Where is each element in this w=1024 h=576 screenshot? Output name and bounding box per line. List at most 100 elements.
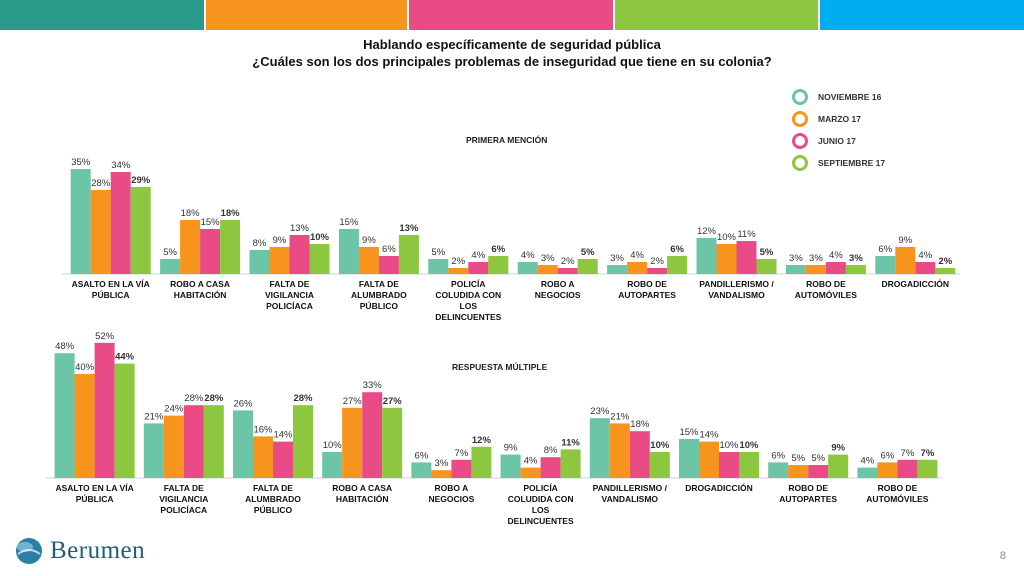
bar: [431, 470, 452, 478]
data-label: 13%: [399, 223, 419, 234]
data-label: 40%: [75, 362, 95, 373]
bar: [342, 407, 363, 478]
data-label: 2%: [451, 256, 465, 267]
category-label: ROBO A: [435, 483, 469, 493]
data-label: 10%: [717, 232, 737, 243]
berumen-logo: Berumen: [14, 536, 145, 566]
bar: [468, 262, 489, 274]
bar: [768, 462, 789, 478]
bar: [183, 405, 204, 478]
data-label: 7%: [921, 448, 935, 459]
bar: [203, 405, 224, 478]
bar: [378, 256, 399, 274]
bar: [488, 256, 509, 274]
data-label: 26%: [233, 398, 253, 409]
bar: [358, 247, 379, 274]
data-label: 5%: [431, 247, 445, 258]
data-label: 28%: [293, 393, 313, 404]
color-bar-segment: [614, 0, 819, 30]
legend-marker-icon: [792, 133, 808, 149]
bar: [309, 244, 330, 274]
bar: [785, 265, 806, 274]
bar: [517, 262, 538, 274]
bar: [382, 407, 403, 478]
data-label: 9%: [831, 443, 845, 454]
data-label: 3%: [435, 458, 449, 469]
data-label: 6%: [670, 244, 684, 255]
data-label: 4%: [829, 250, 843, 261]
data-label: 4%: [861, 456, 875, 467]
data-label: 4%: [521, 250, 535, 261]
data-label: 6%: [771, 450, 785, 461]
category-label: ROBO A: [541, 279, 575, 289]
data-label: 35%: [71, 157, 91, 168]
data-label: 10%: [719, 440, 739, 451]
bar: [629, 431, 650, 478]
bar: [143, 423, 164, 478]
category-label: VANDALISMO: [708, 290, 765, 300]
bar: [471, 446, 492, 478]
bar: [338, 229, 359, 274]
legend-marker-icon: [792, 89, 808, 105]
bar: [90, 190, 111, 274]
data-label: 6%: [415, 450, 429, 461]
legend-item: JUNIO 17: [792, 130, 885, 152]
data-label: 23%: [590, 406, 610, 417]
legend-label: NOVIEMBRE 16: [818, 92, 882, 102]
category-label: LOS: [532, 505, 550, 515]
data-label: 7%: [901, 448, 915, 459]
bar: [699, 441, 719, 478]
color-bar-segment: [0, 0, 204, 30]
data-label: 8%: [544, 445, 558, 456]
bar: [200, 229, 221, 274]
data-label: 28%: [204, 393, 224, 404]
bar: [577, 259, 598, 274]
bar: [877, 462, 898, 478]
bar: [269, 247, 290, 274]
bar: [557, 268, 578, 274]
data-label: 3%: [610, 253, 624, 264]
data-label: 15%: [201, 217, 221, 228]
bar: [788, 465, 809, 478]
bar: [696, 238, 717, 274]
color-bar-segment: [205, 0, 408, 30]
globe-icon: [16, 538, 42, 564]
category-label: FALTA DE: [164, 483, 204, 493]
bar: [428, 259, 449, 274]
category-label: PANDILLERISMO /: [593, 483, 668, 493]
data-label: 5%: [581, 247, 595, 258]
data-label: 44%: [115, 352, 135, 363]
bar: [739, 452, 759, 478]
category-label: PANDILLERISMO /: [699, 279, 774, 289]
category-label: ROBO DE: [878, 483, 918, 493]
bar: [719, 452, 739, 478]
bar: [249, 250, 270, 274]
category-label: AUTOPARTES: [618, 290, 676, 300]
data-label: 14%: [699, 430, 719, 441]
data-label: 18%: [630, 419, 650, 430]
bar: [94, 342, 115, 478]
data-label: 5%: [791, 453, 805, 464]
data-label: 5%: [163, 247, 177, 258]
bar: [808, 465, 829, 478]
data-label: 3%: [809, 253, 823, 264]
data-label: 2%: [650, 256, 664, 267]
data-label: 3%: [541, 253, 555, 264]
bar: [917, 459, 938, 478]
legend-marker-icon: [792, 111, 808, 127]
bar: [500, 454, 521, 478]
bar: [875, 256, 896, 274]
category-label: AUTOMÓVILES: [795, 289, 858, 300]
category-label: VIGILANCIA: [159, 494, 208, 504]
bar: [845, 265, 866, 274]
bar: [805, 265, 826, 274]
chart-title-primera-mencion: PRIMERA MENCIÓN: [466, 135, 548, 145]
bar: [716, 244, 737, 274]
data-label: 6%: [878, 244, 892, 255]
data-label: 9%: [273, 235, 287, 246]
bar: [627, 262, 648, 274]
bar: [897, 459, 918, 478]
bar: [70, 169, 91, 274]
bar: [180, 220, 201, 274]
